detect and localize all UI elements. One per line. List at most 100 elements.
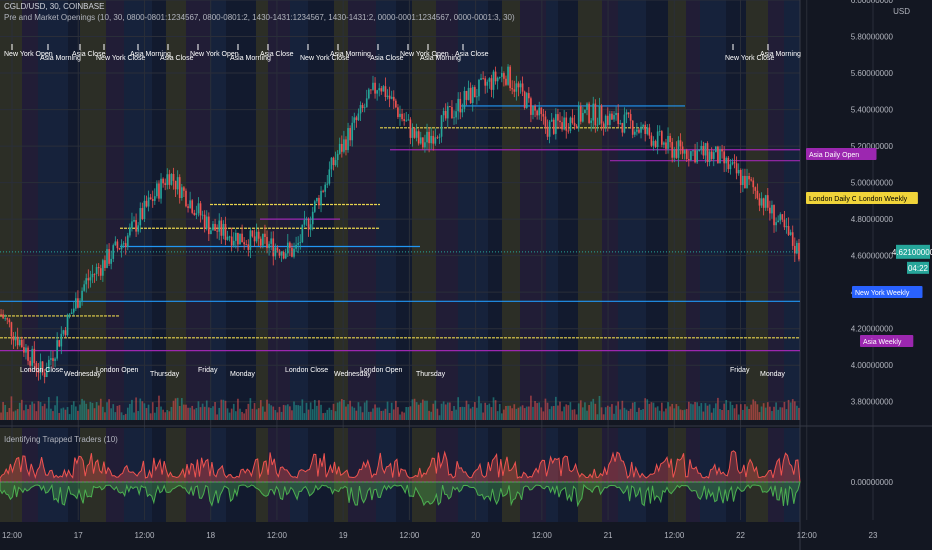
volume-bar (727, 410, 730, 420)
candle-body (442, 110, 445, 116)
candle-body (399, 113, 401, 118)
price-tick-label: 4.80000000 (851, 215, 894, 224)
volume-bar (122, 415, 125, 420)
volume-bar (407, 407, 410, 420)
volume-bar (151, 402, 154, 420)
volume-bar (688, 401, 690, 420)
session-band (256, 428, 268, 522)
volume-bar (203, 406, 206, 420)
time-tick-label: 22 (736, 531, 745, 540)
volume-bar (555, 396, 557, 420)
candle-body (397, 107, 399, 118)
session-label-bottom: London Close (20, 367, 63, 374)
volume-bar (552, 406, 555, 420)
time-tick-label: 12:00 (797, 531, 818, 540)
candle-body (343, 139, 345, 152)
candle-body (72, 308, 75, 313)
candle-body (330, 157, 333, 170)
volume-bar (577, 403, 580, 420)
volume-bar (536, 403, 538, 420)
volume-bar (700, 403, 703, 420)
volume-bar (791, 399, 794, 420)
candle-body (640, 126, 642, 133)
candle-body (122, 243, 125, 245)
candle-body (37, 369, 40, 373)
time-tick-label: 12:00 (664, 531, 685, 540)
candle-body (257, 231, 260, 239)
volume-bar (609, 406, 611, 420)
volume-bar (241, 411, 243, 420)
candle-body (505, 78, 507, 85)
candle-body (10, 322, 13, 337)
candle-body (12, 336, 15, 341)
volume-bar (14, 410, 17, 420)
volume-bar (467, 404, 470, 420)
session-label-bottom: London Open (360, 367, 403, 374)
volume-bar (789, 402, 792, 420)
volume-bar (180, 398, 183, 420)
volume-bar (282, 404, 285, 420)
candle-body (52, 358, 54, 361)
volume-bar (480, 403, 482, 420)
volume-bar (575, 414, 578, 420)
candle-body (183, 187, 185, 191)
candle-body (81, 290, 83, 301)
volume-bar (627, 410, 630, 420)
volume-bar (83, 400, 85, 420)
volume-bar (187, 407, 189, 420)
candle-body (251, 230, 254, 237)
candle-body (606, 115, 609, 125)
candle-body (498, 76, 501, 78)
candle-body (230, 236, 233, 246)
volume-bar (415, 402, 418, 420)
candle-body (93, 273, 96, 275)
volume-bar (145, 408, 148, 420)
volume-bar (97, 405, 100, 420)
volume-bar (311, 409, 314, 420)
candle-body (459, 98, 462, 113)
volume-bar (343, 400, 345, 420)
session-label-top: Asia Morning (230, 55, 271, 62)
candle-body (349, 128, 351, 141)
candle-body (496, 77, 499, 82)
volume-bar (79, 404, 81, 420)
session-label-bottom: London Close (285, 367, 328, 374)
oscillator-title: Identifying Trapped Traders (10) (4, 435, 118, 444)
volume-bar (193, 409, 196, 420)
candle-body (145, 200, 148, 207)
candle-body (176, 177, 179, 190)
candle-body (386, 95, 389, 97)
volume-bar (112, 404, 115, 420)
candle-body (205, 216, 208, 229)
candle-body (754, 187, 757, 191)
candle-body (293, 248, 295, 257)
session-label-top: New York Open (190, 51, 239, 58)
candle-body (284, 253, 287, 259)
candle-body (623, 114, 626, 133)
candle-body (717, 146, 719, 164)
candle-body (318, 197, 320, 206)
candle-body (658, 131, 661, 132)
volume-bar (428, 410, 430, 420)
session-band (0, 428, 22, 522)
volume-bar (484, 402, 487, 420)
candle-body (523, 91, 526, 109)
session-band (290, 0, 308, 420)
candle-body (756, 190, 759, 199)
candle-body (262, 233, 264, 246)
volume-bar (280, 411, 283, 420)
volume-bar (430, 411, 432, 420)
volume-bar (170, 406, 173, 420)
volume-bar (370, 411, 372, 420)
candle-body (793, 245, 796, 254)
volume-bar (289, 406, 291, 420)
session-band (396, 428, 412, 522)
candle-body (710, 151, 713, 159)
candle-body (301, 224, 304, 243)
candle-body (426, 131, 428, 143)
volume-bar (386, 401, 389, 420)
volume-bar (488, 403, 491, 420)
volume-bar (748, 408, 750, 420)
volume-bar (590, 401, 592, 420)
